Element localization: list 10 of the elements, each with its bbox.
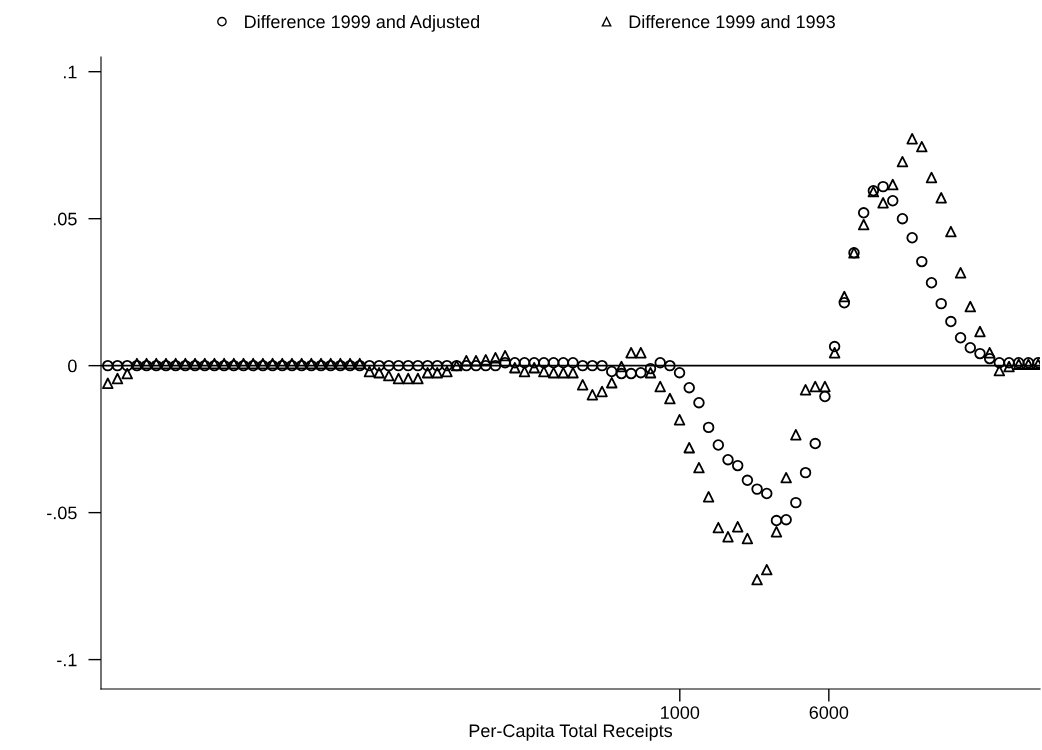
x-tick-label: 6000 [809,706,849,719]
y-tick-label: .05 [53,212,77,226]
x-tick-label: 1000 [661,706,700,719]
legend-label: Difference 1999 and Adjusted [245,14,480,32]
y-tick-label: -.05 [47,506,77,520]
y-tick-label: -.1 [57,653,77,667]
x-axis-title: Per-Capita Total Receipts [469,723,673,741]
legend-label: Difference 1999 and 1993 [629,14,835,29]
y-tick-label: .1 [63,65,77,79]
y-tick-label: 0 [68,359,77,373]
